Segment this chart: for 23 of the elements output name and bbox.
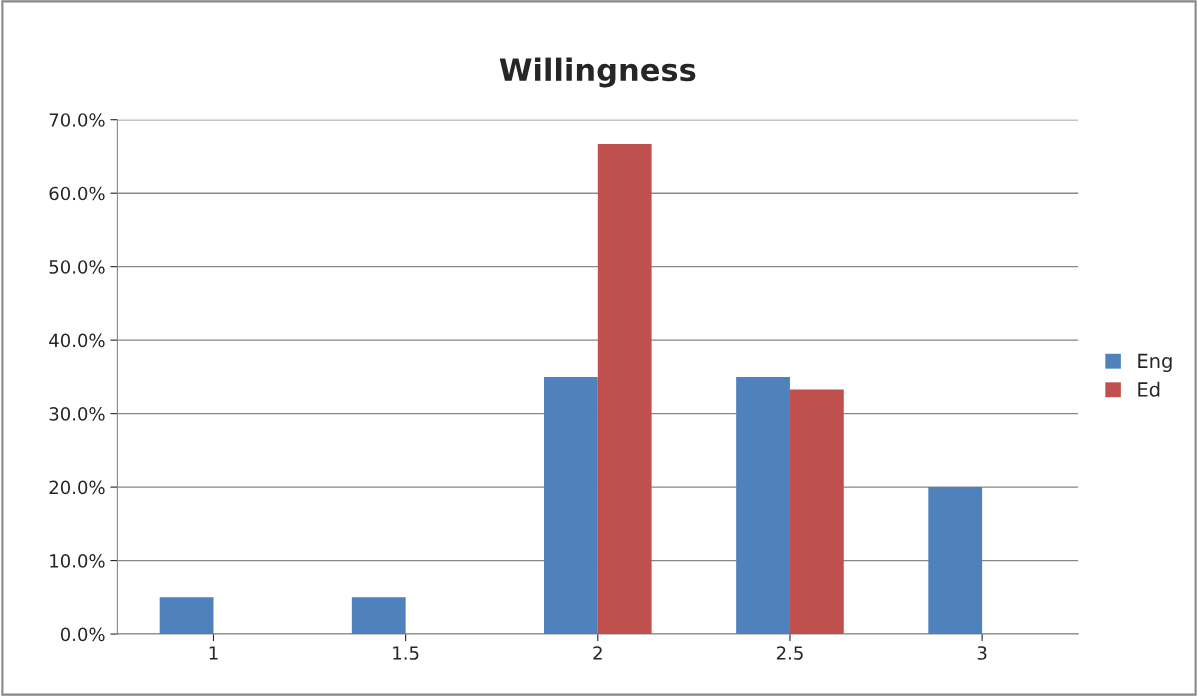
bar xyxy=(928,487,983,635)
bar xyxy=(351,597,406,635)
bar xyxy=(789,389,844,635)
x-tick-label: 1 xyxy=(209,646,218,660)
legend-label: Eng xyxy=(1138,353,1172,373)
bar xyxy=(159,597,214,635)
bar xyxy=(736,376,790,635)
y-tick-label: 40.0% xyxy=(49,333,105,348)
y-tick-label: 60.0% xyxy=(49,186,105,201)
chart-title: Willingness xyxy=(499,57,696,88)
x-tick-label: 2.5 xyxy=(776,646,803,660)
legend-label: Ed xyxy=(1138,381,1160,397)
bar xyxy=(597,143,652,635)
y-tick-label: 20.0% xyxy=(49,480,105,495)
x-tick-label: 3 xyxy=(977,646,987,660)
x-tick-label: 2 xyxy=(593,646,602,660)
y-tick-label: 30.0% xyxy=(49,407,105,421)
y-tick-label: 10.0% xyxy=(50,554,105,568)
x-tick-label: 1.5 xyxy=(393,646,419,660)
bar xyxy=(544,376,598,635)
y-tick-label: 50.0% xyxy=(49,260,105,274)
y-tick-label: 0.0% xyxy=(60,627,105,642)
y-tick-label: 70.0% xyxy=(49,113,105,127)
